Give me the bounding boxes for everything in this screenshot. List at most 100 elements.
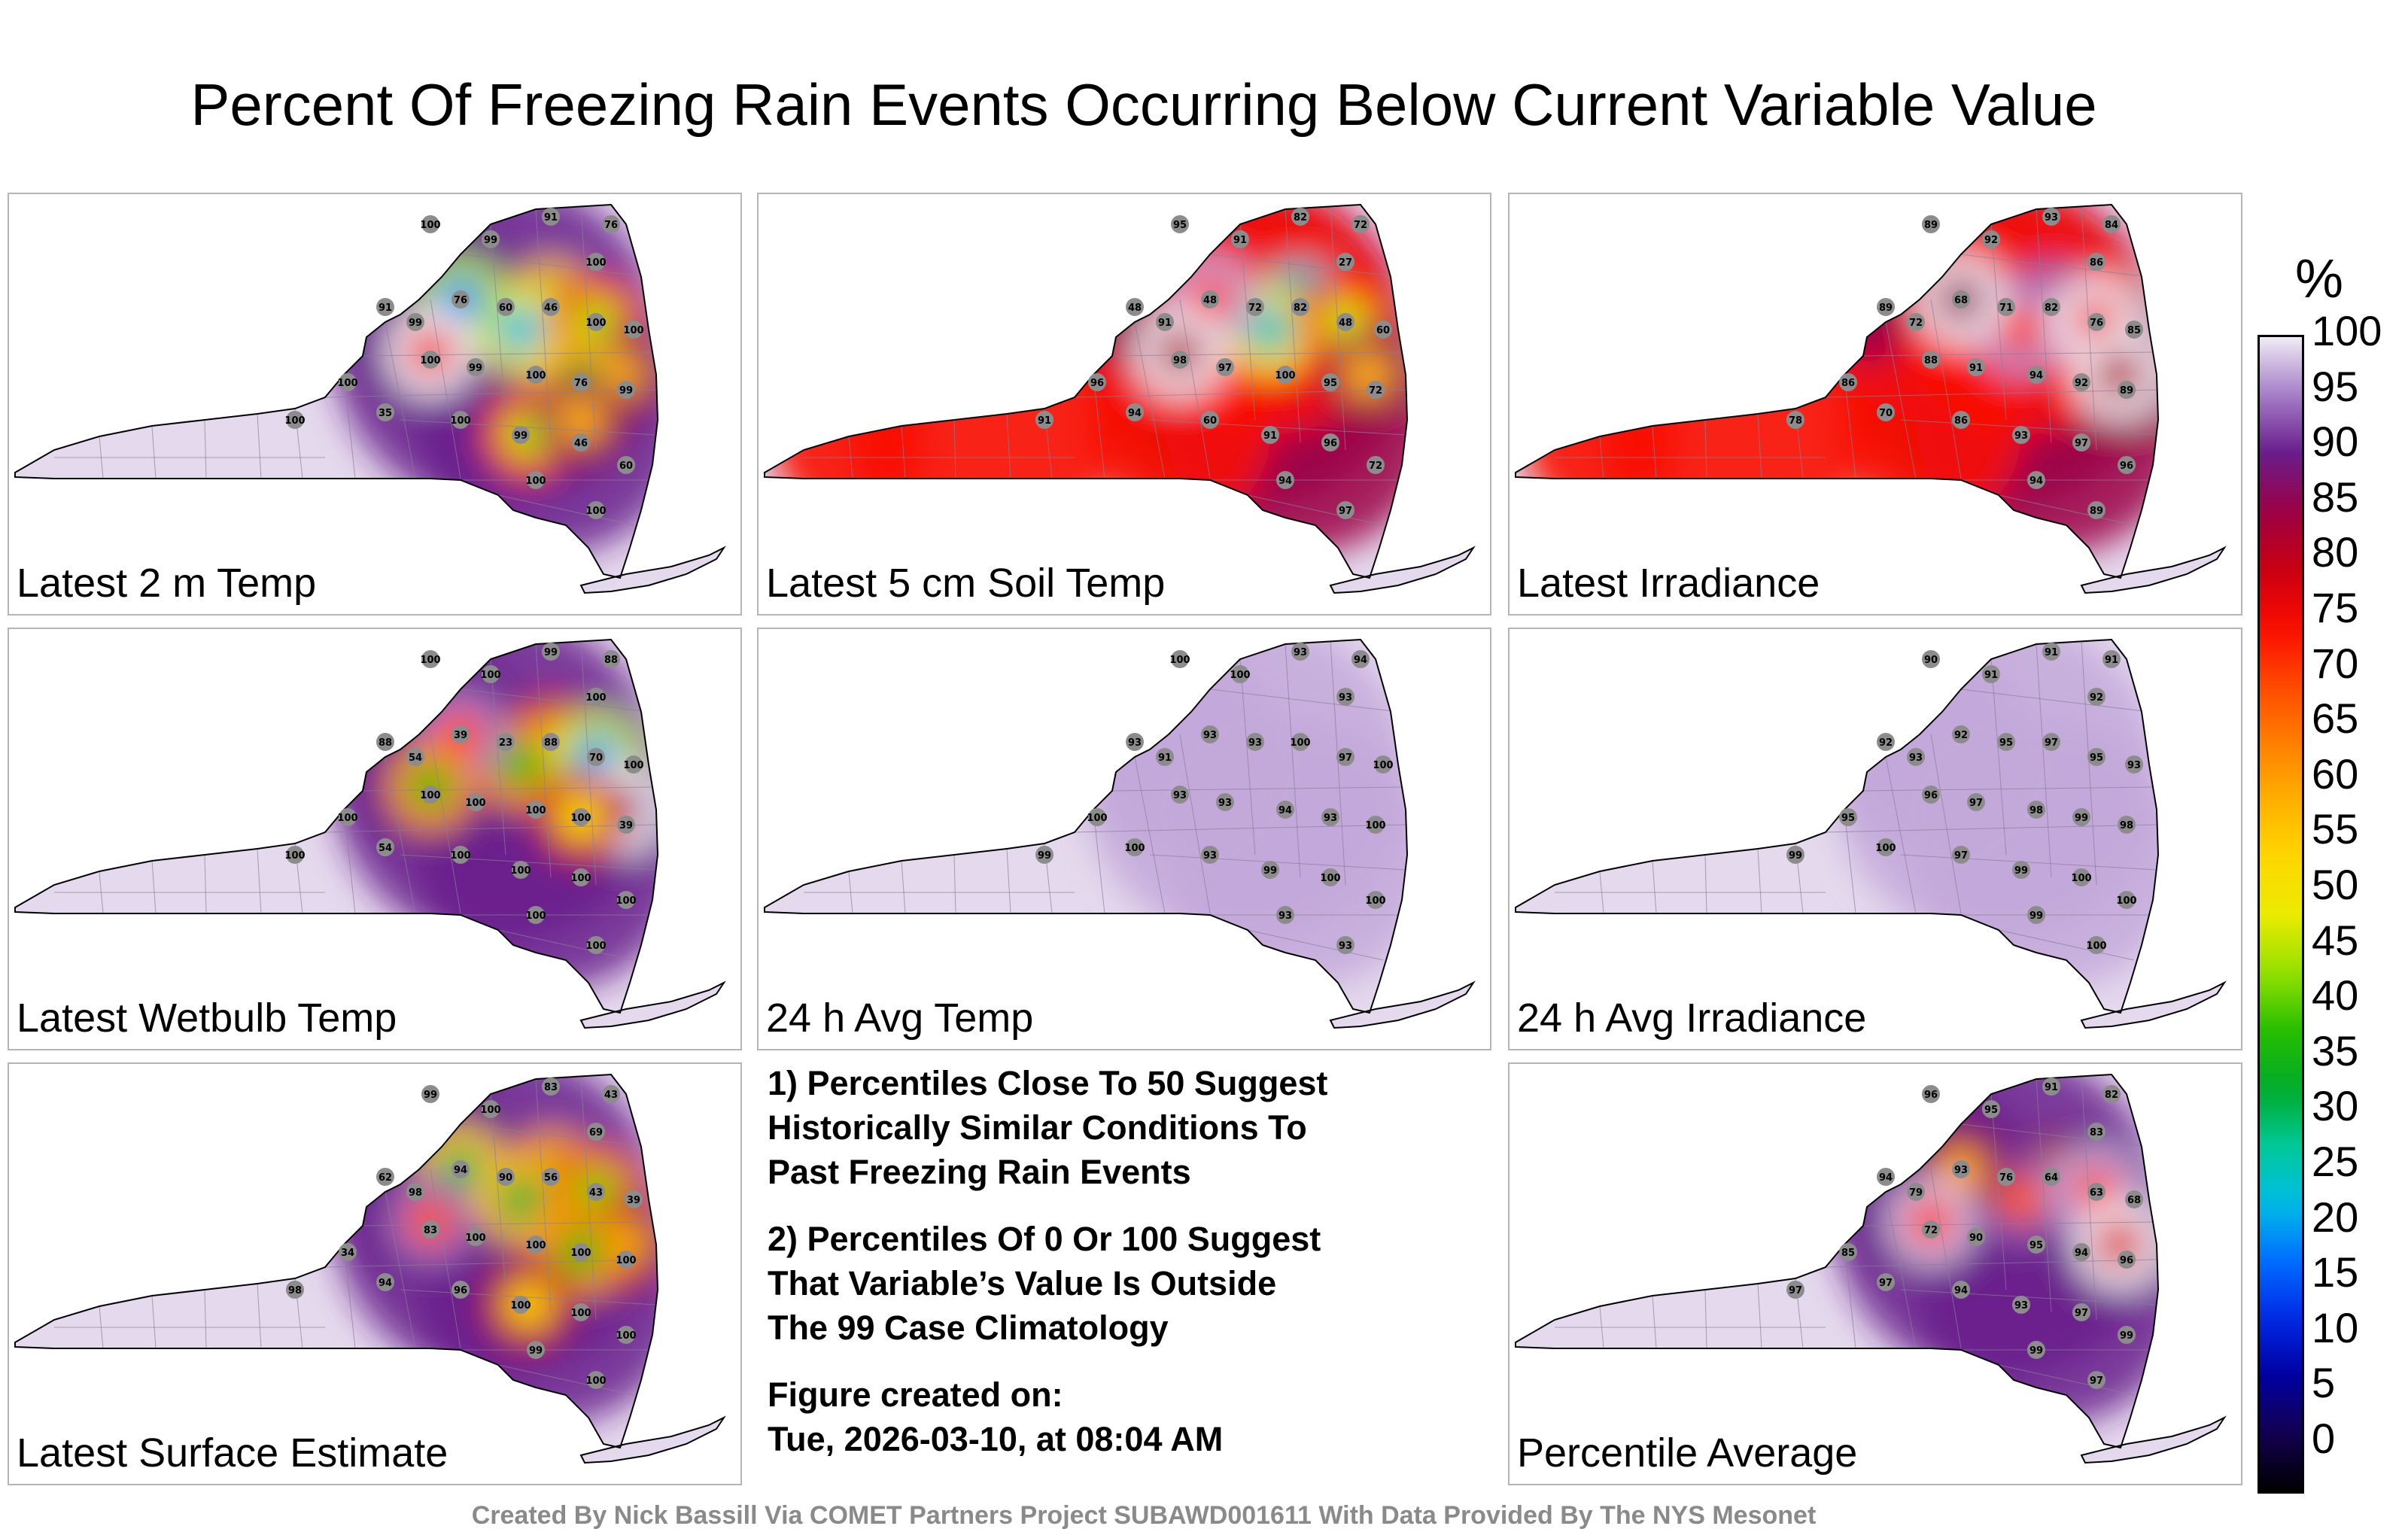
station-marker: 82 xyxy=(2042,298,2060,316)
station-value: 99 xyxy=(1038,850,1051,862)
station-value: 72 xyxy=(1369,460,1382,472)
station-marker: 79 xyxy=(1907,1183,1925,1201)
station-marker: 76 xyxy=(602,215,620,233)
colorbar-tick: 0 xyxy=(2312,1415,2336,1462)
station-marker: 93 xyxy=(1952,1160,1970,1178)
station-value: 97 xyxy=(2090,1375,2103,1387)
station-marker: 60 xyxy=(1201,411,1219,429)
station-marker: 99 xyxy=(1786,846,1804,864)
station-value: 98 xyxy=(2120,820,2133,831)
station-marker: 100 xyxy=(2116,891,2137,909)
station-marker: 93 xyxy=(1216,793,1234,811)
station-marker: 100 xyxy=(1320,868,1341,886)
station-value: 39 xyxy=(619,820,633,831)
station-value: 48 xyxy=(1339,318,1352,329)
station-marker: 100 xyxy=(570,1303,591,1321)
station-value: 100 xyxy=(420,355,440,366)
station-value: 99 xyxy=(544,647,558,658)
station-marker: 100 xyxy=(480,665,501,683)
station-value: 100 xyxy=(570,813,591,824)
station-value: 46 xyxy=(574,438,588,449)
station-marker: 97 xyxy=(1967,793,1985,811)
station-value: 99 xyxy=(619,385,633,397)
station-marker: 100 xyxy=(1124,838,1145,856)
station-marker: 86 xyxy=(1952,411,1970,429)
state-outline xyxy=(764,203,1409,579)
station-marker: 70 xyxy=(587,748,605,766)
station-value: 92 xyxy=(2090,692,2103,704)
state-outline xyxy=(2080,546,2227,594)
station-marker: 99 xyxy=(2072,808,2090,826)
station-marker: 54 xyxy=(406,748,424,766)
station-value: 93 xyxy=(2127,760,2141,771)
station-marker: 95 xyxy=(1982,1100,2000,1118)
note-2: 2) Percentiles Of 0 Or 100 Suggest That … xyxy=(768,1220,1321,1347)
station-value: 60 xyxy=(619,460,633,472)
station-value: 96 xyxy=(2120,460,2133,472)
station-value: 100 xyxy=(510,865,531,877)
station-marker: 100 xyxy=(570,868,591,886)
station-marker: 97 xyxy=(1877,1273,1895,1291)
station-value: 99 xyxy=(2029,910,2043,922)
station-value: 99 xyxy=(484,235,497,246)
station-marker: 83 xyxy=(542,1078,560,1096)
state-outline xyxy=(579,546,726,594)
colorbar-tick: 75 xyxy=(2312,584,2359,631)
station-marker: 95 xyxy=(1997,733,2015,751)
station-marker: 60 xyxy=(1374,321,1392,339)
station-marker: 98 xyxy=(406,1183,424,1201)
station-marker: 88 xyxy=(1922,351,1940,369)
station-marker: 100 xyxy=(420,215,441,233)
station-value: 94 xyxy=(1954,1285,1968,1296)
map-panel-2m-temp: 100 99 91 76 100 91 99 76 60 46 100 100 100 100 99 100 7… xyxy=(8,193,742,616)
station-value: 95 xyxy=(1841,813,1855,824)
station-marker: 83 xyxy=(421,1220,439,1239)
station-value: 84 xyxy=(2105,220,2118,231)
station-value: 88 xyxy=(544,737,558,749)
panel-label: Latest 2 m Temp xyxy=(17,561,317,606)
station-value: 86 xyxy=(1841,378,1855,389)
station-value: 100 xyxy=(525,910,546,922)
station-value: 70 xyxy=(1879,408,1893,419)
station-value: 82 xyxy=(1294,212,1307,223)
station-marker: 72 xyxy=(1922,1220,1940,1239)
state-outline xyxy=(1329,980,1476,1029)
station-marker: 76 xyxy=(2087,313,2105,331)
station-value: 91 xyxy=(1969,363,1983,374)
station-value: 99 xyxy=(2075,813,2088,824)
ny-state-map: 95 91 82 72 27 48 91 48 72 82 48 60 96 98 97 100 95 72 91 9… xyxy=(764,203,1476,594)
station-value: 83 xyxy=(2090,1127,2103,1138)
state-outline xyxy=(1515,203,2160,579)
station-value: 100 xyxy=(623,325,643,336)
station-value: 89 xyxy=(1924,220,1938,231)
station-marker: 97 xyxy=(1216,358,1234,376)
station-value: 95 xyxy=(1999,737,2013,749)
station-value: 95 xyxy=(1324,378,1337,389)
station-marker: 91 xyxy=(1231,230,1249,248)
station-value: 43 xyxy=(589,1187,603,1199)
station-marker: 91 xyxy=(2102,650,2121,668)
station-marker: 35 xyxy=(376,403,394,421)
station-marker: 100 xyxy=(616,891,637,909)
station-value: 100 xyxy=(1290,737,1310,749)
station-marker: 63 xyxy=(2087,1183,2105,1201)
station-marker: 100 xyxy=(2071,868,2092,886)
station-marker: 100 xyxy=(1275,366,1296,384)
station-value: 35 xyxy=(379,408,392,419)
station-value: 79 xyxy=(1909,1187,1923,1199)
station-marker: 91 xyxy=(376,298,394,316)
station-value: 100 xyxy=(616,1330,636,1342)
station-value: 97 xyxy=(1339,752,1352,764)
map-panel-24h-avg-irradiance: 90 91 91 91 92 92 93 92 95 97 95 93 95 96 97 98 99 98 99 10… xyxy=(1508,628,2242,1050)
station-marker: 78 xyxy=(1786,411,1804,429)
panel-label: 24 h Avg Irradiance xyxy=(1517,995,1867,1041)
station-marker: 92 xyxy=(1982,230,2000,248)
station-marker: 99 xyxy=(617,381,635,399)
station-marker: 99 xyxy=(1035,846,1054,864)
station-marker: 95 xyxy=(1321,373,1339,391)
station-marker: 100 xyxy=(465,1228,486,1246)
station-marker: 96 xyxy=(451,1281,470,1299)
station-marker: 100 xyxy=(525,1236,546,1254)
station-value: 23 xyxy=(499,737,512,749)
station-marker: 94 xyxy=(1877,1168,1895,1186)
